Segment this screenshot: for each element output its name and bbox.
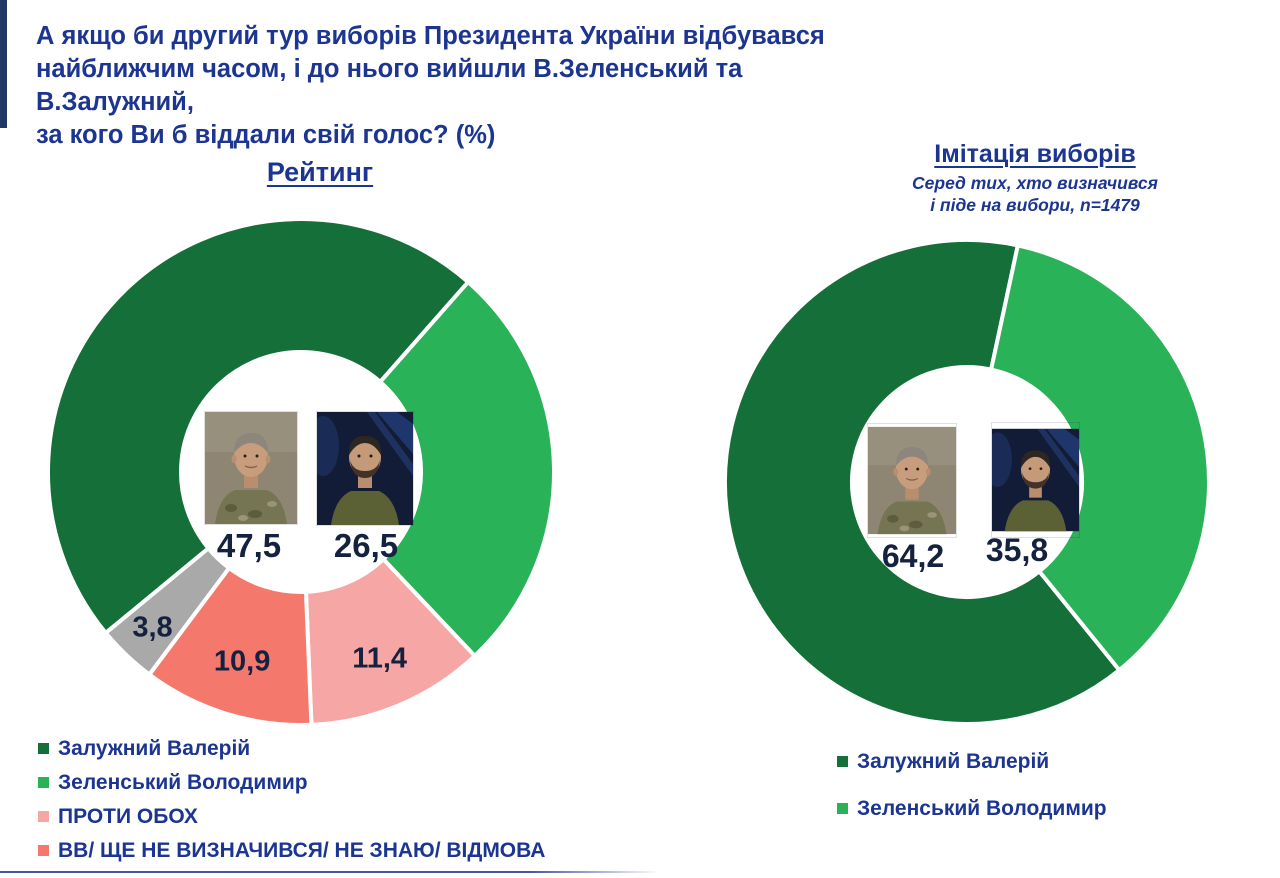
zelensky-portrait-photo bbox=[991, 422, 1080, 538]
legend-label: Залужний Валерій bbox=[857, 750, 1050, 773]
question-title: А якщо би другий тур виборів Президента … bbox=[36, 22, 825, 149]
simulation-chart-title: Імітація виборів bbox=[934, 140, 1136, 168]
slice-value-label: 10,9 bbox=[214, 646, 270, 678]
legend-swatch-icon bbox=[837, 756, 848, 767]
legend-swatch-icon bbox=[38, 777, 49, 788]
donut-slice-ПРОТИ ОБОХ bbox=[303, 556, 478, 727]
rating-donut-chart: 11,4 10,9 3,8 bbox=[46, 217, 556, 727]
legend-label: Залужний Валерій bbox=[58, 737, 251, 760]
simulation-donut-chart bbox=[723, 238, 1211, 726]
simulation-legend: Залужний Валерій Зеленський Володимир bbox=[837, 750, 1107, 844]
legend-swatch-icon bbox=[837, 803, 848, 814]
legend-label: Зеленський Володимир bbox=[857, 797, 1107, 820]
zelensky-portrait-photo bbox=[316, 411, 414, 526]
legend-item: Зеленський Володимир bbox=[38, 771, 545, 794]
slice-value-label: 11,4 bbox=[352, 642, 407, 674]
simulation-value-zelensky: 35,8 bbox=[985, 532, 1049, 568]
slice-value-label: 3,8 bbox=[132, 612, 172, 644]
donut-slice-Зеленський Володимир bbox=[377, 279, 556, 659]
legend-swatch-icon bbox=[38, 811, 49, 822]
rating-legend: Залужний Валерій Зеленський Володимир ПРОТ… bbox=[38, 737, 545, 873]
donut-slice-Залужний Валерій bbox=[723, 238, 1123, 726]
legend-item: ПРОТИ ОБОХ bbox=[38, 805, 545, 828]
bottom-divider-line bbox=[0, 871, 660, 873]
legend-item: Залужний Валерій bbox=[38, 737, 545, 760]
legend-item: ВВ/ ЩЕ НЕ ВИЗНАЧИВСЯ/ НЕ ЗНАЮ/ ВІДМОВА bbox=[38, 839, 545, 862]
left-accent-bar bbox=[0, 0, 7, 128]
donut-slice-Зеленський Володимир bbox=[988, 243, 1211, 673]
legend-swatch-icon bbox=[38, 743, 49, 754]
legend-label: ВВ/ ЩЕ НЕ ВИЗНАЧИВСЯ/ НЕ ЗНАЮ/ ВІДМОВА bbox=[58, 839, 546, 862]
legend-item: Зеленський Володимир bbox=[837, 797, 1107, 820]
legend-item: Залужний Валерій bbox=[837, 750, 1107, 773]
donut-slice-unlabeled bbox=[102, 545, 232, 678]
rating-value-zaluzhny: 47,5 bbox=[216, 527, 282, 564]
donut-slice-ВВ/ ЩЕ НЕ ВИЗНАЧИВСЯ/ НЕ ЗНАЮ/ ВІДМОВА bbox=[146, 565, 314, 727]
donut-slice-Залужний Валерій bbox=[46, 217, 471, 636]
simulation-value-zaluzhny: 64,2 bbox=[881, 538, 945, 574]
legend-label: Зеленський Володимир bbox=[58, 771, 308, 794]
rating-chart-title: Рейтинг bbox=[266, 157, 374, 187]
rating-value-zelensky: 26,5 bbox=[333, 527, 399, 564]
simulation-chart-subtitle: Серед тих, хто визначився і піде на вибо… bbox=[912, 173, 1158, 215]
zaluzhny-portrait-photo bbox=[867, 423, 957, 538]
legend-swatch-icon bbox=[38, 845, 49, 856]
legend-label: ПРОТИ ОБОХ bbox=[58, 805, 198, 828]
zaluzhny-portrait-photo bbox=[204, 411, 298, 525]
